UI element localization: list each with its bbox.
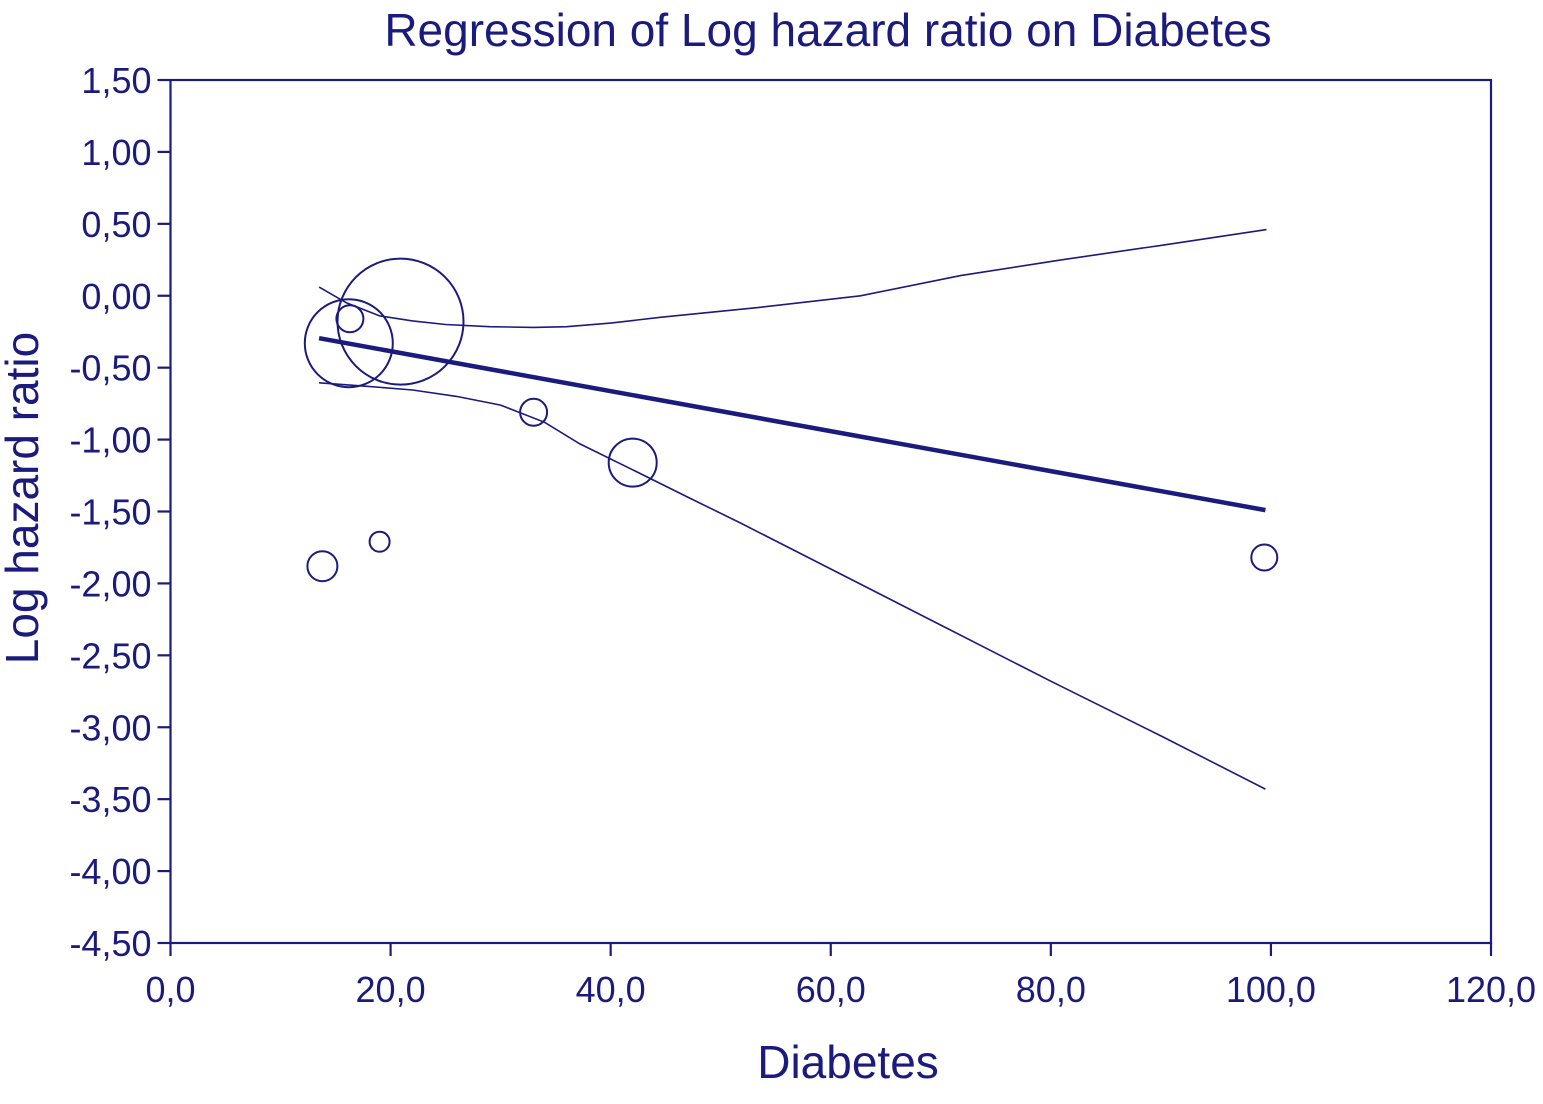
y-tick-label: -1,50 — [69, 492, 151, 533]
study-bubble — [336, 257, 465, 386]
y-tick-label: -4,00 — [69, 851, 151, 892]
x-axis-ticks: 0,0 20,0 40,0 60,0 80,0 100,0 120,0 — [145, 943, 1536, 1010]
y-tick-label: -3,50 — [69, 779, 151, 820]
y-tick-label: -1,00 — [69, 420, 151, 461]
study-bubble — [303, 298, 394, 389]
chart-title: Regression of Log hazard ratio on Diabet… — [384, 4, 1271, 56]
study-bubble — [1250, 543, 1279, 572]
y-tick-label: 0,50 — [81, 204, 151, 245]
x-tick-label: 40,0 — [576, 969, 646, 1010]
y-tick-label: -2,00 — [69, 563, 151, 604]
study-bubble — [306, 550, 339, 583]
study-bubble — [368, 530, 391, 553]
confidence-band-lower-line — [319, 382, 1266, 790]
study-bubble — [519, 397, 549, 427]
y-tick-label: -2,50 — [69, 635, 151, 676]
y-tick-label: -3,00 — [69, 707, 151, 748]
y-axis-ticks: 1,50 1,00 0,50 0,00 -0,50 -1,00 -1,50 -2,00 -2,5… — [69, 60, 171, 964]
x-tick-label: 120,0 — [1446, 969, 1536, 1010]
y-tick-label: -0,50 — [69, 348, 151, 389]
confidence-band-upper-line — [318, 228, 1267, 329]
x-tick-label: 20,0 — [356, 969, 426, 1010]
chart-series — [303, 228, 1279, 790]
study-bubble — [335, 304, 365, 334]
x-axis-label: Diabetes — [757, 1036, 939, 1088]
y-tick-label: -4,50 — [69, 923, 151, 964]
y-axis-label: Log hazard ratio — [0, 332, 48, 664]
y-tick-label: 1,00 — [81, 132, 151, 173]
x-tick-label: 80,0 — [1016, 969, 1086, 1010]
y-tick-label: 0,00 — [81, 276, 151, 317]
study-bubble — [607, 437, 658, 488]
regression-line — [318, 335, 1266, 513]
x-tick-label: 100,0 — [1226, 969, 1316, 1010]
x-tick-label: 0,0 — [145, 969, 195, 1010]
x-tick-label: 60,0 — [796, 969, 866, 1010]
plot-frame — [169, 78, 1493, 945]
y-tick-label: 1,50 — [81, 60, 151, 101]
